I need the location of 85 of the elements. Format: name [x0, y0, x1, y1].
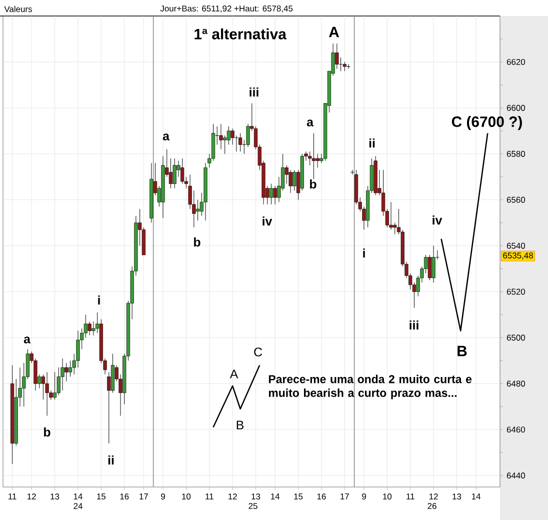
candlestick [60, 358, 64, 391]
y-tick-label: 6460 [506, 426, 526, 433]
annotation: C (6700 ?) [452, 116, 522, 130]
y-tick-label: 6500 [506, 334, 526, 341]
annotation: ii [108, 455, 114, 465]
x-tick-label: 11 [206, 494, 214, 500]
x-tick-label: 14 [472, 494, 481, 500]
candlestick [288, 170, 292, 194]
annotation: b [194, 237, 200, 247]
y-tick-label: 6600 [506, 104, 526, 111]
candlestick [312, 132, 316, 180]
x-tick-label: 11 [406, 494, 414, 500]
x-tick-label: 17 [140, 494, 148, 500]
x-tick-label: 15 [294, 494, 303, 500]
annotation: iii [410, 320, 418, 330]
annotation: Parece-me uma onda 2 muito curta e muito bearish a curto prazo mas... [268, 374, 472, 400]
y-tick-label: 6480 [506, 380, 526, 387]
annotation: b [310, 179, 316, 189]
text: 24 [74, 503, 82, 509]
text: Valeurs [4, 6, 32, 12]
x-tick-label: 14 [74, 494, 82, 500]
text: 1ª alternativa [194, 28, 287, 40]
x-tick-label: 11 [8, 494, 16, 500]
y-tick-label: 6580 [506, 150, 526, 157]
annotation: ii [369, 138, 375, 148]
x-tick-label: 9 [362, 494, 366, 500]
candlestick [342, 62, 346, 72]
candlestick [273, 186, 277, 205]
candlestick [172, 158, 176, 189]
candlestick [84, 314, 88, 338]
y-tick-label: 6560 [506, 196, 526, 203]
x-tick-label: 13 [50, 494, 60, 500]
y-tick-label: 6440 [506, 472, 526, 479]
annotation: A [230, 370, 238, 378]
candlestick [88, 321, 92, 336]
x-tick-label: 14 [271, 494, 280, 500]
text: 6535,48 [503, 252, 533, 260]
x-tick-label: 9 [161, 494, 165, 500]
x-tick-label: 13 [252, 494, 260, 500]
candlestick [226, 126, 230, 145]
x-tick-label: 12 [228, 494, 237, 500]
annotation: i [363, 248, 365, 258]
line-series [212, 364, 260, 428]
text: Jour+Bas: 6511,92 +Haut: 6578,45 [160, 6, 293, 12]
x-tick-label: 10 [182, 494, 191, 500]
candlestick [346, 64, 350, 70]
candlestick [196, 200, 200, 221]
x-tick-label: 13 [452, 494, 462, 500]
x-tick-label: 16 [317, 494, 326, 500]
annotation: iv [262, 216, 272, 226]
text: 26 [428, 503, 436, 509]
y-tick-label: 6520 [506, 288, 526, 295]
annotation: B [458, 346, 467, 356]
candlestick [52, 372, 57, 400]
annotation: a [24, 336, 31, 344]
candlestick [432, 246, 436, 283]
x-tick-label: 10 [383, 494, 392, 500]
x-tick-label: 17 [340, 494, 349, 500]
x-tick-label: 15 [97, 494, 106, 500]
candlestick [389, 202, 393, 230]
y-tick-label: 6540 [506, 242, 526, 249]
x-tick-label: 12 [429, 494, 438, 500]
candlestick [269, 183, 274, 205]
candlestick [219, 124, 223, 150]
x-tick-label: 16 [120, 494, 129, 500]
candlestick [292, 170, 296, 191]
annotation: a [306, 120, 314, 126]
y-tick-label: 6620 [506, 58, 526, 65]
annotation: A [328, 26, 339, 38]
candlestick [316, 154, 320, 168]
candlestick [68, 360, 72, 377]
annotation: iv [432, 215, 442, 225]
annotation: C [254, 348, 262, 356]
candlestick [428, 254, 432, 280]
annotation: b [44, 427, 50, 437]
candlestick [238, 132, 242, 152]
text: 25 [248, 503, 258, 509]
x-tick-label: 12 [28, 494, 36, 500]
candlestick [168, 158, 173, 189]
annotation: B [236, 420, 244, 430]
annotation: a [162, 134, 170, 140]
annotation: i [98, 295, 100, 305]
candlestick [64, 362, 68, 382]
annotation: iii [250, 87, 258, 97]
candlestick [45, 372, 49, 416]
